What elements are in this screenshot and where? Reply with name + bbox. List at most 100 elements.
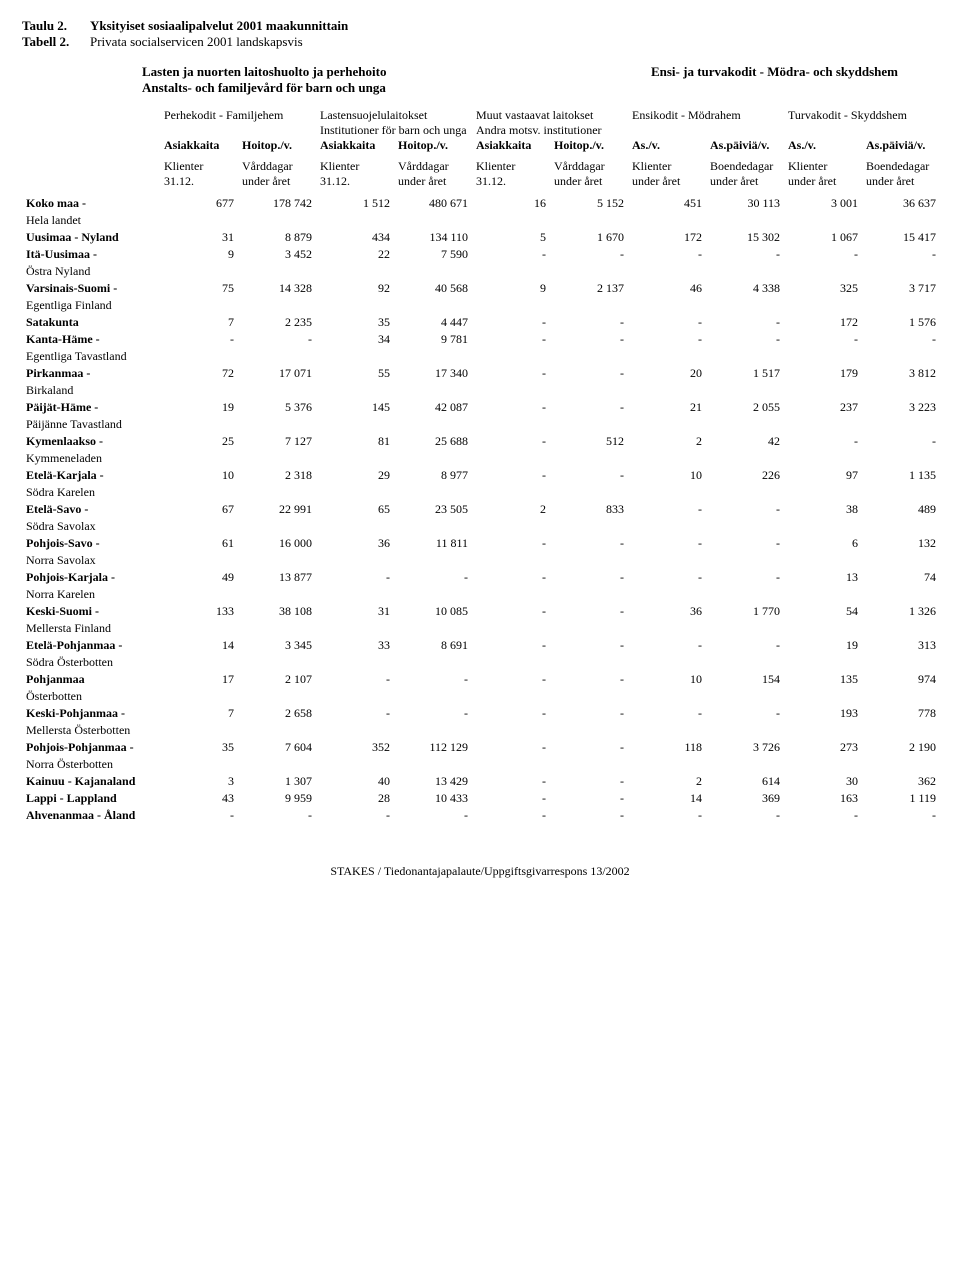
table-row: Varsinais-Suomi -7514 3289240 56892 1374… (22, 280, 940, 297)
value-cell: - (472, 433, 550, 450)
region-cell: Ahvenanmaa - Åland (22, 807, 160, 824)
table-row-sub: Mellersta Österbotten (22, 722, 940, 739)
heading-left-1: Lasten ja nuorten laitoshuolto ja perheh… (142, 64, 651, 80)
table-row: Itä-Uusimaa -93 452227 590------ (22, 246, 940, 263)
value-cell: 2 (628, 433, 706, 450)
table-row-sub: Södra Savolax (22, 518, 940, 535)
value-cell: 65 (316, 501, 394, 518)
value-cell: 237 (784, 399, 862, 416)
value-cell: 55 (316, 365, 394, 382)
header-sub-b: 31.12.under året31.12.under året31.12.un… (22, 174, 940, 189)
value-cell: 75 (160, 280, 238, 297)
value-cell: 35 (316, 314, 394, 331)
value-cell: 5 376 (238, 399, 316, 416)
value-cell: 40 568 (394, 280, 472, 297)
title-1-text: Yksityiset sosiaalipalvelut 2001 maakunn… (90, 18, 348, 34)
header-group-line1: Perhekodit - FamiljehemLastensuojelulait… (22, 108, 940, 123)
value-cell: 23 505 (394, 501, 472, 518)
table-row: Koko maa -677178 7421 512480 671165 1524… (22, 195, 940, 212)
region-subtext: Norra Savolax (26, 553, 156, 568)
value-cell: - (862, 331, 940, 348)
region-cell: Pohjois-Savo - (22, 535, 160, 552)
table-row-sub: Norra Österbotten (22, 756, 940, 773)
region-subtext: Östra Nyland (26, 264, 156, 279)
region-cell: Etelä-Karjala - (22, 467, 160, 484)
value-cell: - (472, 365, 550, 382)
title-block: Taulu 2. Yksityiset sosiaalipalvelut 200… (22, 18, 938, 50)
value-cell: 42 087 (394, 399, 472, 416)
value-cell: 10 433 (394, 790, 472, 807)
value-cell: - (706, 807, 784, 824)
region-subtext: Birkaland (26, 383, 156, 398)
table-row-sub: Birkaland (22, 382, 940, 399)
value-cell: 34 (316, 331, 394, 348)
value-cell: 14 328 (238, 280, 316, 297)
value-cell: 36 (316, 535, 394, 552)
value-cell: - (238, 807, 316, 824)
value-cell: - (550, 331, 628, 348)
value-cell: - (628, 246, 706, 263)
value-cell: 193 (784, 705, 862, 722)
table-row: Pirkanmaa -7217 0715517 340--201 5171793… (22, 365, 940, 382)
heading-left-2: Anstalts- och familjevård för barn och u… (142, 80, 651, 96)
region-cell: Kainuu - Kajanaland (22, 773, 160, 790)
value-cell: - (628, 535, 706, 552)
value-cell: - (706, 705, 784, 722)
value-cell: 3 452 (238, 246, 316, 263)
value-cell: 97 (784, 467, 862, 484)
value-cell: 19 (160, 399, 238, 416)
value-cell: 4 338 (706, 280, 784, 297)
value-cell: 13 429 (394, 773, 472, 790)
value-cell: - (472, 705, 550, 722)
value-cell: 33 (316, 637, 394, 654)
value-cell: - (706, 637, 784, 654)
value-cell: 489 (862, 501, 940, 518)
table-row: Kainuu - Kajanaland31 3074013 429--26143… (22, 773, 940, 790)
region-cell: Keski-Pohjanmaa - (22, 705, 160, 722)
table-row-sub: Egentliga Finland (22, 297, 940, 314)
region-cell: Lappi - Lappland (22, 790, 160, 807)
value-cell: 14 (628, 790, 706, 807)
region-subtext: Kymmeneladen (26, 451, 156, 466)
value-cell: - (706, 331, 784, 348)
value-cell: 273 (784, 739, 862, 756)
value-cell: 31 (316, 603, 394, 620)
value-cell: 14 (160, 637, 238, 654)
table-row: Ahvenanmaa - Åland---------- (22, 807, 940, 824)
value-cell: - (394, 807, 472, 824)
value-cell: - (550, 314, 628, 331)
value-cell: - (706, 314, 784, 331)
value-cell: 46 (628, 280, 706, 297)
value-cell: 1 512 (316, 195, 394, 212)
value-cell: - (550, 399, 628, 416)
value-cell: - (550, 603, 628, 620)
value-cell: 2 190 (862, 739, 940, 756)
value-cell: 17 071 (238, 365, 316, 382)
region-subtext: Norra Karelen (26, 587, 156, 602)
value-cell: 81 (316, 433, 394, 450)
value-cell: 20 (628, 365, 706, 382)
header-col-bold: AsiakkaitaHoitop./v.AsiakkaitaHoitop./v.… (22, 138, 940, 153)
value-cell: 614 (706, 773, 784, 790)
value-cell: 2 658 (238, 705, 316, 722)
value-cell: - (550, 773, 628, 790)
value-cell: 38 (784, 501, 862, 518)
value-cell: - (628, 569, 706, 586)
value-cell: 54 (784, 603, 862, 620)
value-cell: - (160, 807, 238, 824)
region-cell: Satakunta (22, 314, 160, 331)
value-cell: 451 (628, 195, 706, 212)
value-cell: 13 (784, 569, 862, 586)
value-cell: - (550, 671, 628, 688)
value-cell: 40 (316, 773, 394, 790)
value-cell: - (628, 314, 706, 331)
value-cell: - (628, 331, 706, 348)
value-cell: 3 726 (706, 739, 784, 756)
value-cell: - (550, 535, 628, 552)
value-cell: 778 (862, 705, 940, 722)
value-cell: - (472, 807, 550, 824)
region-cell: Pohjois-Pohjanmaa - (22, 739, 160, 756)
value-cell: 3 812 (862, 365, 940, 382)
table-row: Keski-Pohjanmaa -72 658------193778 (22, 705, 940, 722)
title-2-text: Privata socialservicen 2001 landskapsvis (90, 34, 303, 50)
